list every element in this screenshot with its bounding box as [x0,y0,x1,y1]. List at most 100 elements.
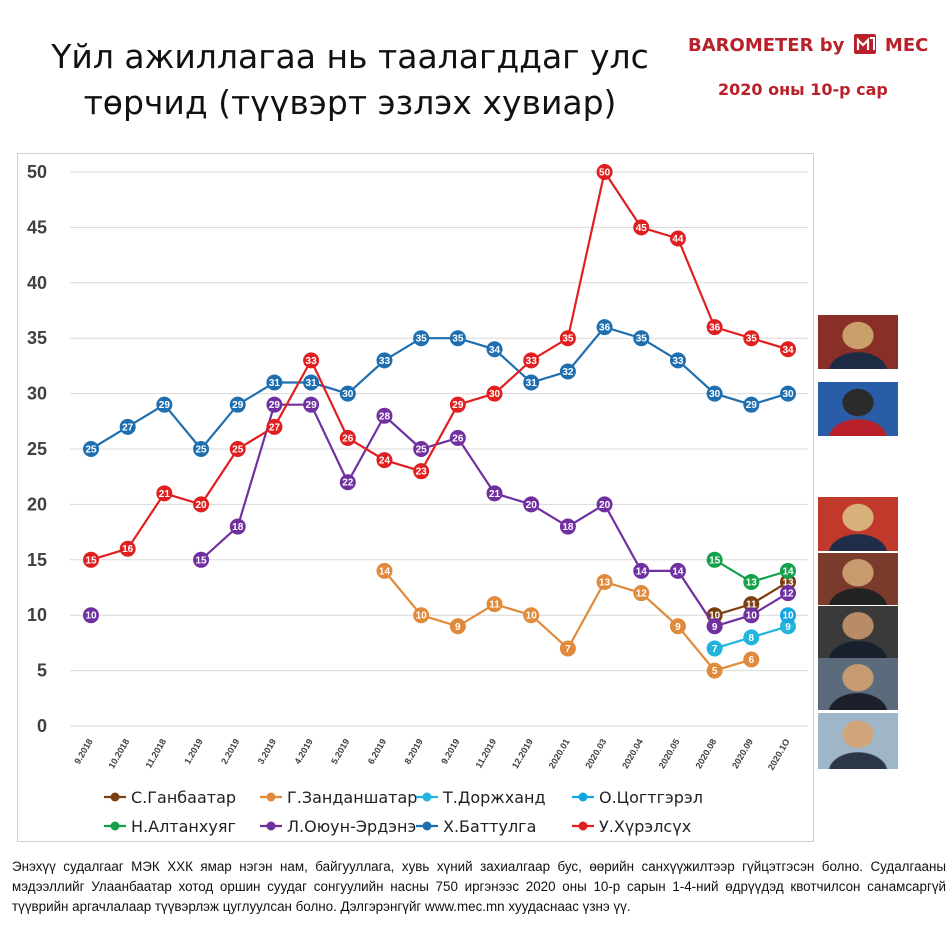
data-label: 15 [709,555,721,566]
x-axis-ticks: 9.2018 10.2018 11.2018 1.2019 2.2019 3.2019 4.… [72,737,791,772]
data-point [376,407,393,424]
x-tick-label: 2020.03 [583,737,608,770]
data-point [449,330,466,347]
data-label: 11 [746,600,757,611]
data-label: 15 [85,555,97,566]
brand-mark: MEC [884,35,929,56]
photo-n-altankhuyag [818,553,898,605]
data-point [706,319,723,336]
y-tick-label: 35 [27,328,47,348]
data-point [376,352,393,369]
data-point [669,562,686,579]
data-label: 24 [379,456,391,467]
data-label: 14 [379,566,391,577]
data-point [413,607,430,624]
series-3: 10 [780,607,796,624]
data-point [229,441,246,457]
data-point [119,418,136,435]
data-label: 10 [85,611,97,622]
data-point [486,485,503,502]
data-label: 29 [306,400,318,411]
photo-u-khurelsukh [818,315,898,369]
data-point [523,352,540,369]
title-line-2: төрчид (түүвэрт эзлэх хувиар) [83,83,617,122]
photo-l-oyun-erdene [818,497,898,551]
data-point [633,219,650,236]
data-label: 34 [782,345,794,356]
legend-label: У.Хүрэлсүх [599,817,691,836]
legend-item: Х.Баттулга [416,817,536,836]
legend-swatch-dot [110,821,120,831]
series-line [90,325,789,451]
data-label: 20 [599,500,611,511]
photo-t-dorjkhand [818,713,898,769]
data-point [413,463,430,480]
series-0: 10 11 13 [706,573,796,624]
data-point [486,341,503,358]
data-label: 21 [489,489,501,500]
data-point [413,441,430,457]
legend-label: С.Ганбаатар [131,788,236,807]
data-label: 10 [782,611,794,622]
methodology-footnote: Энэхүү судалгааг МЭК ХХК ямар нэгэн нам,… [12,859,946,914]
data-point [559,640,576,657]
data-point [743,629,760,646]
y-axis-ticks: 0 5 10 15 20 25 30 35 40 45 50 [27,162,47,736]
page-title: Үйл ажиллагаа нь таалагддаг улс төрчид (… [20,34,680,126]
series-6: 25 27 29 25 29 31 31 30 33 35 35 34 31 32 36 35 33 30 29 30 [83,319,796,457]
survey-date: 2020 оны 10-р сар [718,80,888,99]
data-label: 16 [122,544,134,555]
data-label: 5 [712,666,718,677]
x-tick-label: 2020.09 [730,737,755,770]
data-point [706,551,723,568]
legend-label: Х.Баттулга [443,817,536,836]
y-tick-label: 30 [27,384,47,404]
x-tick-label: 2020.04 [620,737,645,770]
legend-item: Н.Алтанхуяг [104,817,236,836]
data-label: 12 [636,589,648,600]
data-label: 9 [712,622,718,633]
data-label: 35 [746,334,758,345]
x-tick-label: 12.2019 [510,737,535,770]
data-label: 9 [675,622,681,633]
series-7: 15 16 21 20 25 27 33 26 24 23 29 30 33 35 50 45 44 36 35 34 [83,164,796,568]
data-point [743,607,760,624]
x-tick-label: 2020.08 [693,737,718,770]
legend-swatch-dot [578,821,588,831]
legend-swatch-dot [422,792,432,802]
data-point [303,352,320,369]
legend-label: Л.Оюун-Эрдэнэ [287,817,416,836]
legend-swatch-dot [110,792,120,802]
data-point [523,374,540,391]
y-tick-label: 40 [27,273,47,293]
data-point [633,585,650,602]
data-label: 13 [782,577,794,588]
brand-text: BAROMETER by [688,35,845,56]
data-point [669,230,686,247]
data-point [633,562,650,579]
data-point [266,374,283,391]
data-point [376,452,393,469]
data-point [596,496,613,513]
legend-swatch-dot [422,821,432,831]
chart-frame [17,153,814,842]
data-label: 27 [122,422,134,433]
data-point [780,573,796,590]
data-label: 33 [672,356,684,367]
gridlines [70,171,808,727]
data-label: 13 [746,577,758,588]
x-tick-label: 2020.05 [657,737,682,770]
data-point [119,540,136,557]
data-point [193,551,210,568]
data-label: 50 [599,168,611,179]
data-label: 31 [269,378,281,389]
legend-item: Л.Оюун-Эрдэнэ [260,817,416,836]
data-point [339,474,356,491]
data-point [193,441,210,457]
data-point [83,551,99,568]
data-label: 7 [712,644,718,655]
data-label: 10 [709,611,721,622]
data-label: 18 [232,522,244,533]
